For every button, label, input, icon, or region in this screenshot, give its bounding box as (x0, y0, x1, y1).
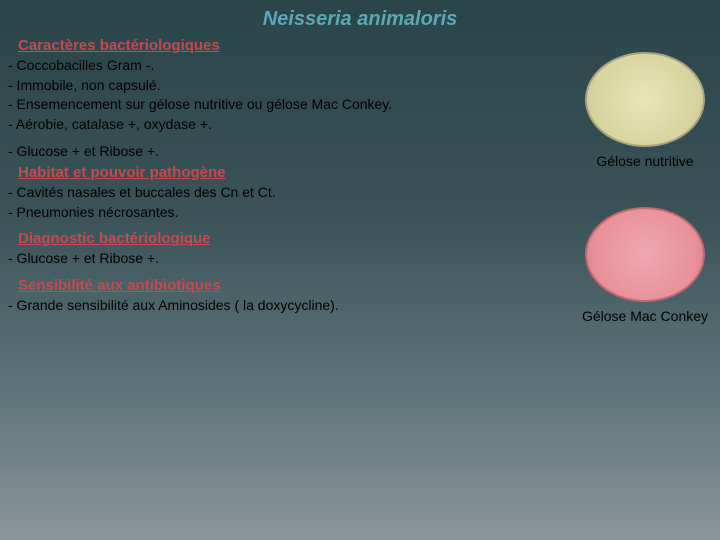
section-bacteriological-header: Caractères bactériologiques (0, 37, 580, 54)
petri-macconkey-image (585, 207, 705, 302)
macconkey-caption: Gélose Mac Conkey (580, 308, 710, 324)
section-habitat-header: Habitat et pouvoir pathogène (0, 164, 580, 181)
nutritive-caption: Gélose nutritive (580, 153, 710, 169)
section-diagnostic-header: Diagnostic bactériologique (0, 230, 580, 247)
content-line: - Grande sensibilité aux Aminosides ( la… (0, 296, 580, 316)
image-panel: Gélose nutritive Gélose Mac Conkey (580, 52, 710, 342)
content-line: - Glucose + et Ribose +. (0, 142, 580, 162)
content-line: - Cavités nasales et buccales des Cn et … (0, 183, 580, 203)
content-line: - Coccobacilles Gram -. (0, 56, 580, 76)
content-line: - Aérobie, catalase +, oxydase +. (0, 115, 580, 135)
content-line: - Pneumonies nécrosantes. (0, 203, 580, 223)
section-sensitivity-header: Sensibilité aux antibiotiques (0, 277, 580, 294)
slide-title: Neisseria animaloris (0, 0, 720, 35)
petri-nutritive-image (585, 52, 705, 147)
content-area: Caractères bactériologiques - Coccobacil… (0, 37, 580, 315)
content-line: - Immobile, non capsulé. (0, 76, 580, 96)
content-line: - Ensemencement sur gélose nutritive ou … (0, 95, 580, 115)
content-line: - Glucose + et Ribose +. (0, 249, 580, 269)
